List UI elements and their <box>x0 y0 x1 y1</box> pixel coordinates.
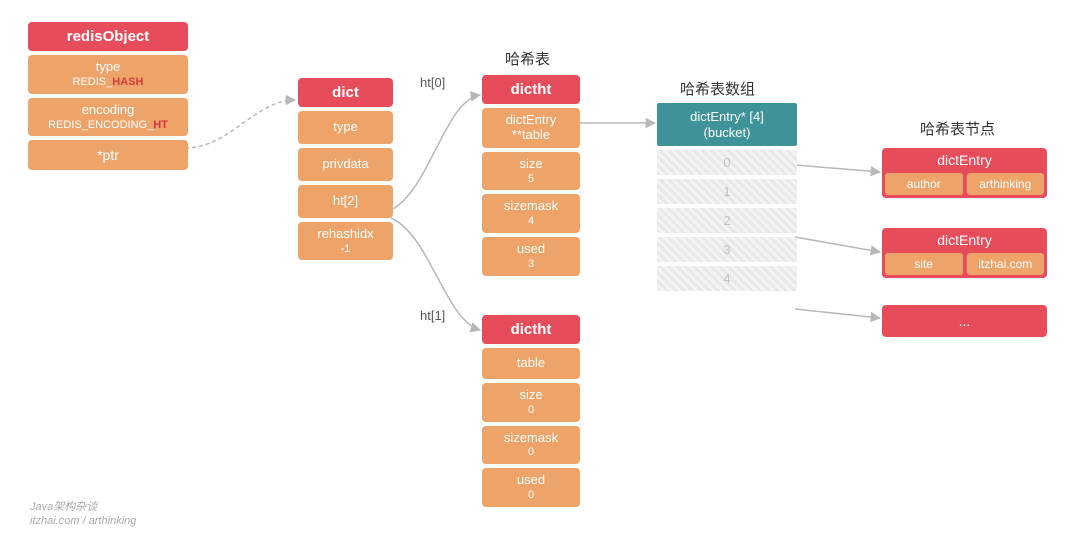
redisObject-field-encoding: encoding REDIS_ENCODING_HT <box>28 98 188 137</box>
field-value: 4 <box>486 215 576 228</box>
redisObject-field-ptr: *ptr <box>28 140 188 170</box>
field-name: rehashidx <box>317 226 373 241</box>
struct-bucket: dictEntry* [4] (bucket) 0 1 2 3 4 <box>657 103 797 295</box>
field-name: size <box>519 156 542 171</box>
field-name: type <box>96 59 121 74</box>
bucket-idx-1: 1 <box>657 179 797 204</box>
struct-dictht0: dictht dictEntry **table size 5 sizemask… <box>482 75 580 280</box>
field-name: size <box>519 387 542 402</box>
dictEntry-1-title: dictEntry <box>882 228 1047 250</box>
dictEntry-2-ellipsis: ... <box>882 305 1047 337</box>
field-name: used <box>517 472 545 487</box>
dictEntry-1: dictEntry site itzhai.com <box>882 228 1047 278</box>
field-sub: REDIS_HASH <box>32 76 184 89</box>
watermark-line1: Java架构杂谈 <box>30 500 136 514</box>
dictht0-field-size: size 5 <box>482 152 580 191</box>
dict-field-type: type <box>298 111 393 144</box>
field-value: 0 <box>486 404 576 417</box>
dictEntry-0-key: author <box>885 173 963 195</box>
dict-header: dict <box>298 78 393 107</box>
watermark-line2: itzhai.com / arthinking <box>30 514 136 528</box>
field-name: encoding <box>82 102 135 117</box>
label-hash-array: 哈希表数组 <box>680 78 755 99</box>
dictEntry-1-value: itzhai.com <box>967 253 1045 275</box>
field-name: used <box>517 241 545 256</box>
bucket-idx-2: 2 <box>657 208 797 233</box>
bucket-idx-0: 0 <box>657 150 797 175</box>
bucket-idx-4: 4 <box>657 266 797 291</box>
struct-dict: dict type privdata ht[2] rehashidx -1 <box>298 78 393 264</box>
bucket-idx-3: 3 <box>657 237 797 262</box>
dictht0-header: dictht <box>482 75 580 104</box>
dictht1-field-table: table <box>482 348 580 379</box>
bucket-header: dictEntry* [4] (bucket) <box>657 103 797 146</box>
dictht1-field-used: used 0 <box>482 468 580 507</box>
dictEntry-0-title: dictEntry <box>882 148 1047 170</box>
dictht1-field-size: size 0 <box>482 383 580 422</box>
dict-field-ht2: ht[2] <box>298 185 393 218</box>
redisObject-header: redisObject <box>28 22 188 51</box>
dictht0-field-table: dictEntry **table <box>482 108 580 148</box>
dict-field-rehashidx: rehashidx -1 <box>298 222 393 261</box>
label-ht1: ht[1] <box>420 308 445 323</box>
dictht1-header: dictht <box>482 315 580 344</box>
field-value: 0 <box>486 446 576 459</box>
dict-field-privdata: privdata <box>298 148 393 181</box>
watermark: Java架构杂谈 itzhai.com / arthinking <box>30 500 136 529</box>
struct-redisObject: redisObject type REDIS_HASH encoding RED… <box>28 22 188 174</box>
dictht0-field-used: used 3 <box>482 237 580 276</box>
struct-dictht1: dictht table size 0 sizemask 0 used 0 <box>482 315 580 511</box>
field-sub: REDIS_ENCODING_HT <box>32 119 184 132</box>
field-value: 0 <box>486 489 576 502</box>
field-value: 5 <box>486 173 576 186</box>
field-name: sizemask <box>504 430 558 445</box>
field-name: sizemask <box>504 198 558 213</box>
field-value: 3 <box>486 258 576 271</box>
field-value: -1 <box>302 243 389 256</box>
dictEntry-0: dictEntry author arthinking <box>882 148 1047 198</box>
label-hash-node: 哈希表节点 <box>920 118 995 139</box>
dictht1-field-sizemask: sizemask 0 <box>482 426 580 465</box>
dictEntry-1-key: site <box>885 253 963 275</box>
label-ht0: ht[0] <box>420 75 445 90</box>
dictht0-field-sizemask: sizemask 4 <box>482 194 580 233</box>
label-hash-table: 哈希表 <box>505 48 550 69</box>
dictEntry-0-value: arthinking <box>967 173 1045 195</box>
redisObject-field-type: type REDIS_HASH <box>28 55 188 94</box>
